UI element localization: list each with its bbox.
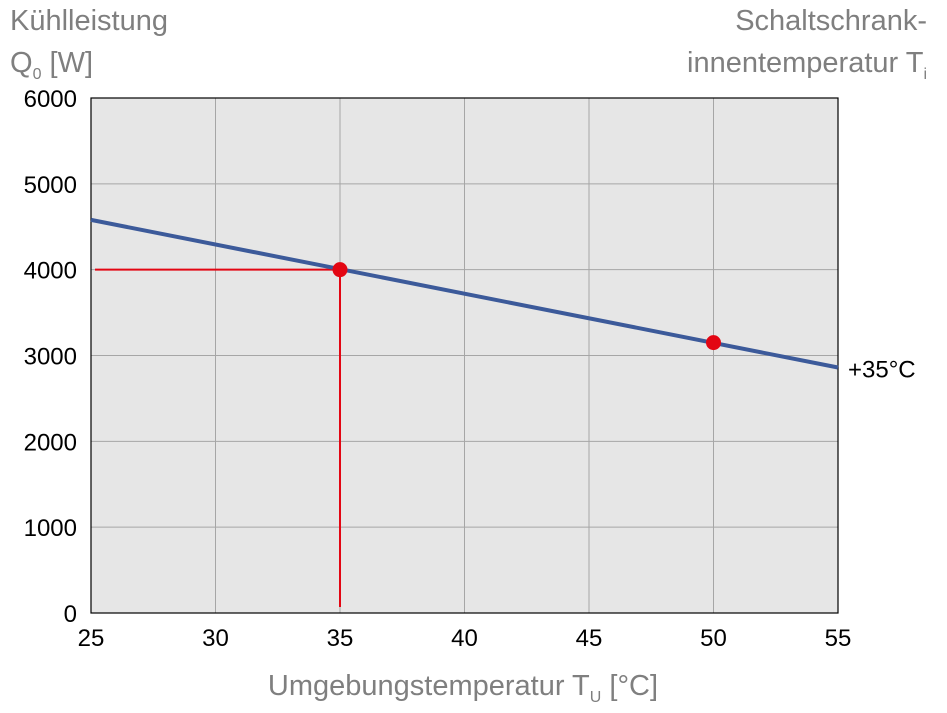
series-label: +35°C [848, 357, 916, 384]
y-tick-label: 1000 [24, 515, 77, 542]
y-axis-title-subscript: 0 [33, 66, 42, 83]
right-title-main: innentemperatur T [687, 47, 924, 79]
data-point-marker [332, 262, 348, 278]
plot-frame [90, 97, 839, 614]
x-tick-label: 25 [78, 625, 105, 652]
y-tick-label: 0 [64, 601, 77, 628]
data-point-marker [706, 335, 721, 351]
y-axis-title-line1: Kühlleistung [10, 5, 168, 37]
y-tick-label: 5000 [24, 172, 77, 199]
plot-area: +35°C 25 30 35 40 45 50 55 0 1000 2000 3000 4000 5000… [24, 86, 916, 652]
right-title-line2: innentemperatur Ti [687, 47, 927, 83]
x-axis-title: Umgebungstemperatur TU [°C] [268, 670, 658, 706]
x-tick-label: 30 [202, 625, 229, 652]
right-title-subscript: i [923, 66, 927, 83]
y-tick-label: 6000 [24, 86, 77, 113]
y-axis-title-unit: [W] [41, 47, 93, 79]
x-axis-title-main: Umgebungstemperatur T [268, 670, 590, 702]
y-tick-label: 4000 [24, 258, 77, 285]
x-tick-label: 55 [825, 625, 852, 652]
right-title-line1: Schaltschrank- [735, 5, 927, 37]
x-tick-label: 50 [700, 625, 727, 652]
x-axis-title-subscript: U [590, 689, 602, 706]
x-tick-label: 45 [576, 625, 603, 652]
x-tick-label: 35 [327, 625, 354, 652]
x-axis-title-unit: [°C] [601, 670, 658, 702]
y-tick-label: 3000 [24, 344, 77, 371]
y-axis-title-symbol: Q [10, 47, 33, 79]
y-tick-label: 2000 [24, 429, 77, 456]
y-axis-title-line2: Q0 [W] [10, 47, 93, 83]
x-tick-label: 40 [451, 625, 478, 652]
